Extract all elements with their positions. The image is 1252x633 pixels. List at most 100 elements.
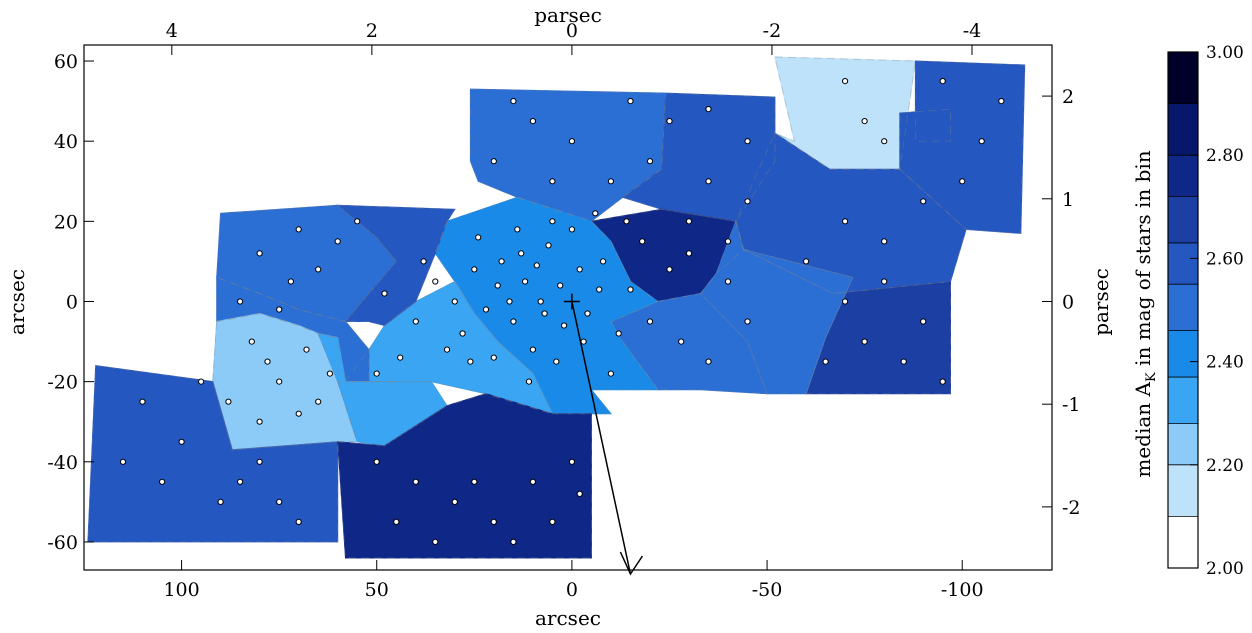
stars-layer bbox=[119, 78, 1005, 546]
star-74 bbox=[276, 498, 283, 505]
bin-outline-7 bbox=[700, 219, 854, 395]
star-8 bbox=[529, 346, 537, 353]
star-17 bbox=[471, 266, 478, 273]
star-101 bbox=[627, 98, 634, 105]
star-69 bbox=[159, 478, 166, 485]
star-94 bbox=[607, 178, 615, 185]
star-18 bbox=[459, 330, 466, 337]
direction-arrow bbox=[571, 301, 644, 576]
colorbar-segment-10 bbox=[1168, 52, 1198, 104]
star-59 bbox=[303, 346, 310, 353]
star-96 bbox=[529, 118, 537, 125]
star-34 bbox=[596, 286, 603, 293]
plot-frame bbox=[83, 44, 1053, 571]
bin-outline-4 bbox=[735, 132, 967, 295]
colorbar-segment-5 bbox=[1168, 284, 1198, 331]
star-26 bbox=[646, 318, 654, 325]
star-116 bbox=[978, 138, 985, 145]
star-2 bbox=[537, 298, 544, 305]
star-79 bbox=[451, 498, 458, 505]
star-57 bbox=[354, 218, 361, 225]
colorbar-label: median AK in mag of stars in bin bbox=[1131, 150, 1159, 477]
voronoi-bin-9 bbox=[434, 196, 659, 415]
star-16 bbox=[639, 238, 646, 245]
star-52 bbox=[315, 266, 322, 273]
star-75 bbox=[295, 518, 302, 526]
star-120 bbox=[861, 118, 868, 125]
colorbar-tick-label-4: 2.20 bbox=[1206, 456, 1244, 476]
star-71 bbox=[119, 458, 127, 465]
star-48 bbox=[373, 370, 380, 377]
star-119 bbox=[842, 78, 849, 85]
star-76 bbox=[256, 458, 263, 465]
star-28 bbox=[525, 378, 533, 385]
colorbar-segment-4 bbox=[1168, 330, 1198, 378]
star-97 bbox=[490, 158, 497, 165]
star-51 bbox=[256, 250, 263, 257]
bin-outline-6 bbox=[590, 208, 745, 303]
arrow-shaft bbox=[571, 301, 632, 575]
star-60 bbox=[264, 358, 271, 365]
colorbar-tick-label-0: 3.00 bbox=[1206, 43, 1244, 63]
y-tick-label-left-4: -20 bbox=[47, 372, 78, 394]
star-61 bbox=[326, 370, 333, 377]
star-9 bbox=[615, 330, 622, 337]
star-68 bbox=[178, 438, 185, 445]
star-92 bbox=[744, 198, 751, 205]
star-77 bbox=[373, 458, 380, 465]
star-46 bbox=[724, 278, 732, 285]
star-88 bbox=[576, 490, 583, 497]
star-14 bbox=[514, 226, 521, 233]
star-47 bbox=[381, 290, 388, 297]
star-106 bbox=[881, 278, 888, 285]
star-114 bbox=[920, 198, 927, 205]
bin-outline-5 bbox=[743, 248, 951, 395]
star-82 bbox=[568, 458, 576, 465]
star-19 bbox=[592, 210, 599, 217]
star-100 bbox=[744, 138, 751, 145]
colorbar-segment-9 bbox=[1168, 103, 1198, 156]
colorbar-segment-8 bbox=[1168, 155, 1198, 197]
star-86 bbox=[510, 538, 517, 546]
colorbar-tick-label-3: 2.40 bbox=[1206, 353, 1244, 373]
star-31 bbox=[443, 346, 451, 353]
colorbar-tick-label-5: 2.00 bbox=[1206, 559, 1244, 579]
star-55 bbox=[334, 238, 341, 245]
colorbar-segment-6 bbox=[1168, 242, 1198, 285]
star-117 bbox=[998, 98, 1005, 105]
x-tick-label-bottom-3: -50 bbox=[752, 579, 783, 601]
star-11 bbox=[482, 306, 490, 313]
star-64 bbox=[256, 418, 263, 425]
x-axis-title-top: parsec bbox=[534, 3, 602, 27]
star-30 bbox=[623, 218, 630, 225]
x-tick-label-bottom-4: -100 bbox=[941, 579, 984, 601]
star-53 bbox=[276, 306, 283, 313]
star-35 bbox=[518, 250, 525, 257]
star-91 bbox=[724, 238, 732, 245]
x-tick-label-bottom-1: 50 bbox=[365, 579, 389, 601]
star-90 bbox=[705, 178, 712, 185]
bin-outline-11 bbox=[216, 204, 397, 323]
star-93 bbox=[646, 158, 654, 165]
star-72 bbox=[217, 498, 224, 505]
colorbar-segment-3 bbox=[1168, 377, 1198, 424]
y-tick-label-left-1: 40 bbox=[54, 131, 78, 153]
star-63 bbox=[295, 410, 302, 417]
star-4 bbox=[522, 278, 529, 285]
star-6 bbox=[600, 258, 607, 265]
arrow-head bbox=[619, 551, 644, 576]
star-121 bbox=[881, 138, 888, 145]
star-102 bbox=[510, 98, 517, 105]
voronoi-bin-17 bbox=[337, 393, 592, 559]
bins-layer bbox=[87, 56, 1026, 559]
star-37 bbox=[467, 358, 474, 365]
voronoi-bin-12 bbox=[336, 204, 456, 327]
y-tick-label-left-0: 60 bbox=[54, 51, 78, 73]
star-118 bbox=[939, 78, 946, 85]
star-113 bbox=[881, 238, 888, 245]
star-15 bbox=[490, 354, 497, 361]
star-12 bbox=[627, 286, 634, 293]
bin-outline-14 bbox=[212, 312, 358, 451]
y-axis-title-left: arcsec bbox=[5, 269, 29, 335]
bin-outline-12 bbox=[336, 204, 456, 327]
